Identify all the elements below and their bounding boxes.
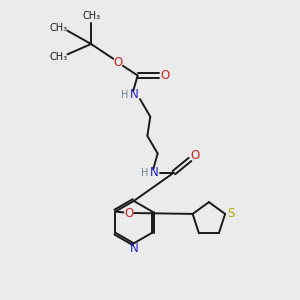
Text: H: H [121,90,128,100]
Text: CH₃: CH₃ [50,23,68,33]
Text: CH₃: CH₃ [50,52,68,62]
Text: N: N [129,242,138,255]
Text: S: S [227,207,235,220]
Text: H: H [141,168,148,178]
Text: O: O [191,149,200,162]
Text: O: O [114,56,123,69]
Text: O: O [124,206,133,220]
Text: CH₃: CH₃ [82,11,100,21]
Text: O: O [160,69,169,82]
Text: N: N [150,166,158,179]
Text: N: N [130,88,139,101]
